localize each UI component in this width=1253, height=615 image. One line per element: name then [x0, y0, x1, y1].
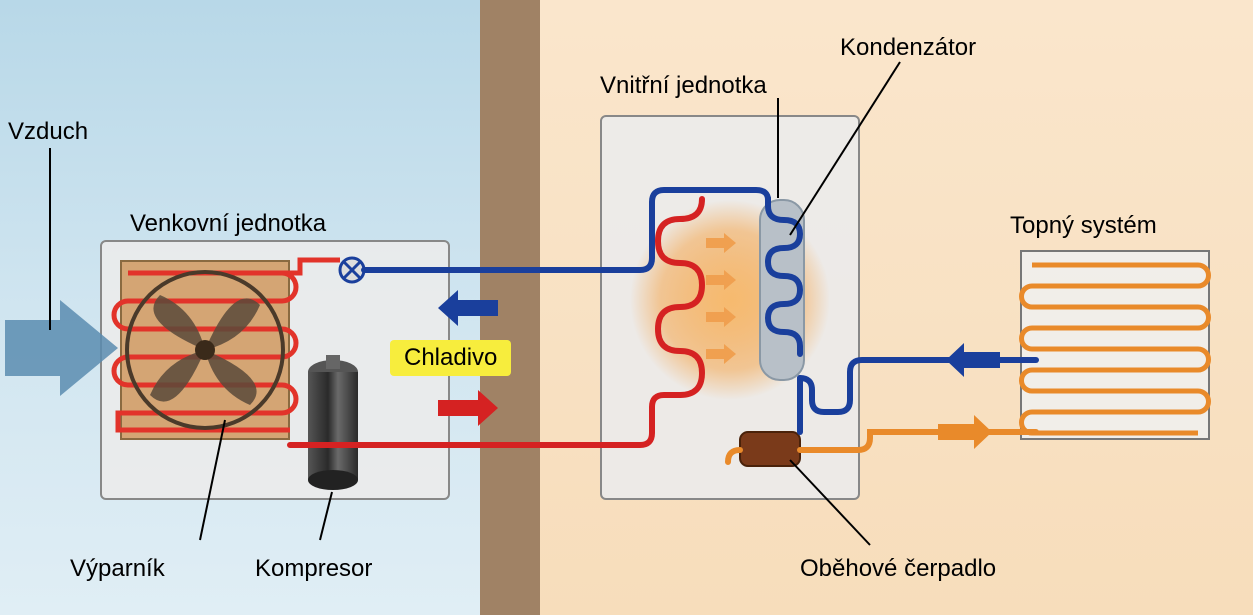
- label-indoor-unit: Vnitřní jednotka: [600, 72, 767, 100]
- label-outdoor-unit: Venkovní jednotka: [130, 210, 326, 238]
- wall-background: [480, 0, 540, 615]
- label-air: Vzduch: [8, 118, 88, 146]
- label-refrigerant: Chladivo: [390, 340, 511, 376]
- label-pump: Oběhové čerpadlo: [800, 555, 996, 583]
- indoor-unit-box: [600, 115, 860, 500]
- label-condenser: Kondenzátor: [840, 34, 976, 62]
- radiator-box: [1020, 250, 1210, 440]
- label-evaporator: Výparník: [70, 555, 165, 583]
- label-compressor: Kompresor: [255, 555, 372, 583]
- evaporator-box: [120, 260, 290, 440]
- label-heating-system: Topný systém: [1010, 212, 1157, 240]
